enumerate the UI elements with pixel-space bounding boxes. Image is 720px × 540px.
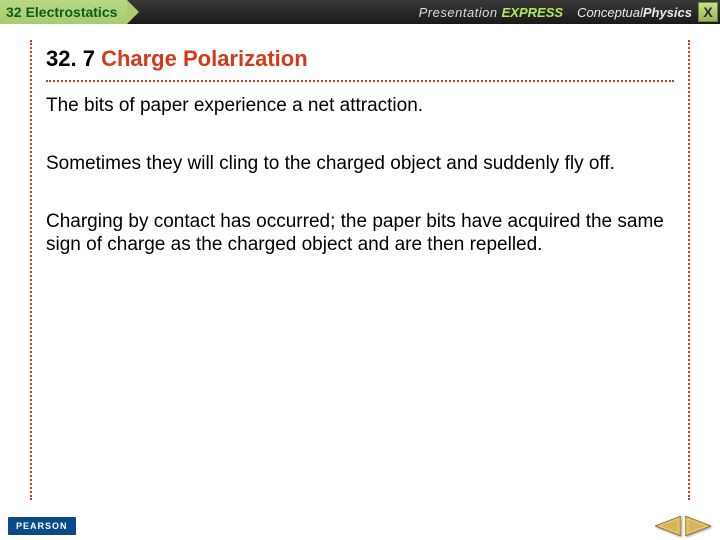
paragraph-3: Charging by contact has occurred; the pa… bbox=[46, 210, 674, 258]
prev-button[interactable] bbox=[654, 515, 682, 537]
brand-express-text: EXPRESS bbox=[502, 5, 563, 20]
brand-presentation-text: Presentation bbox=[419, 5, 498, 20]
brand-book-suffix: Physics bbox=[643, 5, 692, 20]
chapter-title: Electrostatics bbox=[26, 4, 118, 20]
slide-content: 32. 7 Charge Polarization The bits of pa… bbox=[30, 40, 690, 500]
section-number: 32. 7 bbox=[46, 46, 95, 71]
close-button[interactable]: X bbox=[698, 2, 718, 22]
top-bar: 32 Electrostatics Presentation EXPRESS C… bbox=[0, 0, 720, 24]
paragraph-1: The bits of paper experience a net attra… bbox=[46, 94, 674, 118]
publisher-logo: PEARSON bbox=[8, 517, 76, 535]
brand-area: Presentation EXPRESS ConceptualPhysics bbox=[419, 0, 692, 24]
chapter-band: 32 Electrostatics bbox=[0, 0, 127, 24]
section-title: Charge Polarization bbox=[101, 46, 308, 71]
paragraph-2: Sometimes they will cling to the charged… bbox=[46, 152, 674, 176]
brand-book-prefix: Conceptual bbox=[577, 5, 643, 20]
section-heading: 32. 7 Charge Polarization bbox=[46, 40, 674, 82]
footer-bar: PEARSON bbox=[0, 512, 720, 540]
brand-book-title: ConceptualPhysics bbox=[577, 5, 692, 20]
next-button[interactable] bbox=[684, 515, 712, 537]
chapter-number: 32 bbox=[6, 4, 22, 20]
nav-buttons bbox=[654, 515, 712, 537]
close-icon: X bbox=[703, 4, 712, 20]
arrow-right-icon bbox=[685, 516, 711, 536]
arrow-left-icon bbox=[655, 516, 681, 536]
